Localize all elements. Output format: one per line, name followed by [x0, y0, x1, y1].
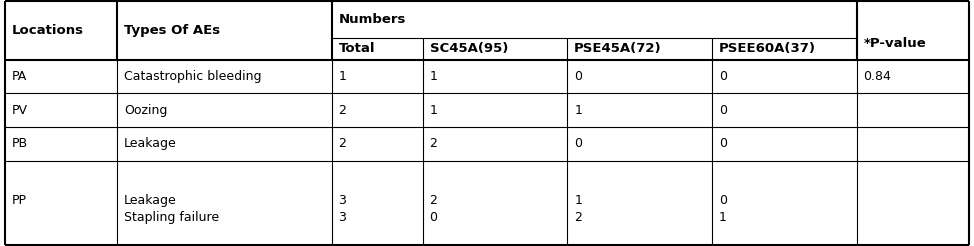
Text: Catastrophic bleeding: Catastrophic bleeding	[125, 70, 262, 83]
Text: 2: 2	[430, 137, 437, 150]
Text: 0
1: 0 1	[719, 194, 727, 224]
Text: Types Of AEs: Types Of AEs	[125, 24, 220, 37]
Text: Oozing: Oozing	[125, 104, 168, 117]
Text: PB: PB	[12, 137, 28, 150]
Text: 0: 0	[719, 137, 727, 150]
Text: 0: 0	[719, 70, 727, 83]
Text: 3
3: 3 3	[339, 194, 347, 224]
Text: Leakage: Leakage	[125, 137, 177, 150]
Text: Total: Total	[339, 42, 375, 55]
Text: 1: 1	[430, 70, 437, 83]
Text: Numbers: Numbers	[339, 13, 406, 26]
Text: 0: 0	[719, 104, 727, 117]
Text: *P-value: *P-value	[863, 37, 926, 50]
Text: PSEE60A(37): PSEE60A(37)	[719, 42, 816, 55]
Text: Leakage
Stapling failure: Leakage Stapling failure	[125, 194, 219, 224]
Text: 1: 1	[339, 70, 347, 83]
Text: SC45A(95): SC45A(95)	[430, 42, 507, 55]
Text: 2
0: 2 0	[430, 194, 437, 224]
Text: 2: 2	[339, 104, 347, 117]
Text: 1
2: 1 2	[575, 194, 582, 224]
Text: Locations: Locations	[12, 24, 84, 37]
Text: 2: 2	[339, 137, 347, 150]
Text: PA: PA	[12, 70, 27, 83]
Text: PV: PV	[12, 104, 27, 117]
Text: 0: 0	[575, 70, 582, 83]
Text: PP: PP	[12, 194, 26, 207]
Text: 1: 1	[575, 104, 582, 117]
Text: PSE45A(72): PSE45A(72)	[575, 42, 661, 55]
Text: 0.84: 0.84	[863, 70, 891, 83]
Text: 0: 0	[575, 137, 582, 150]
Text: 1: 1	[430, 104, 437, 117]
